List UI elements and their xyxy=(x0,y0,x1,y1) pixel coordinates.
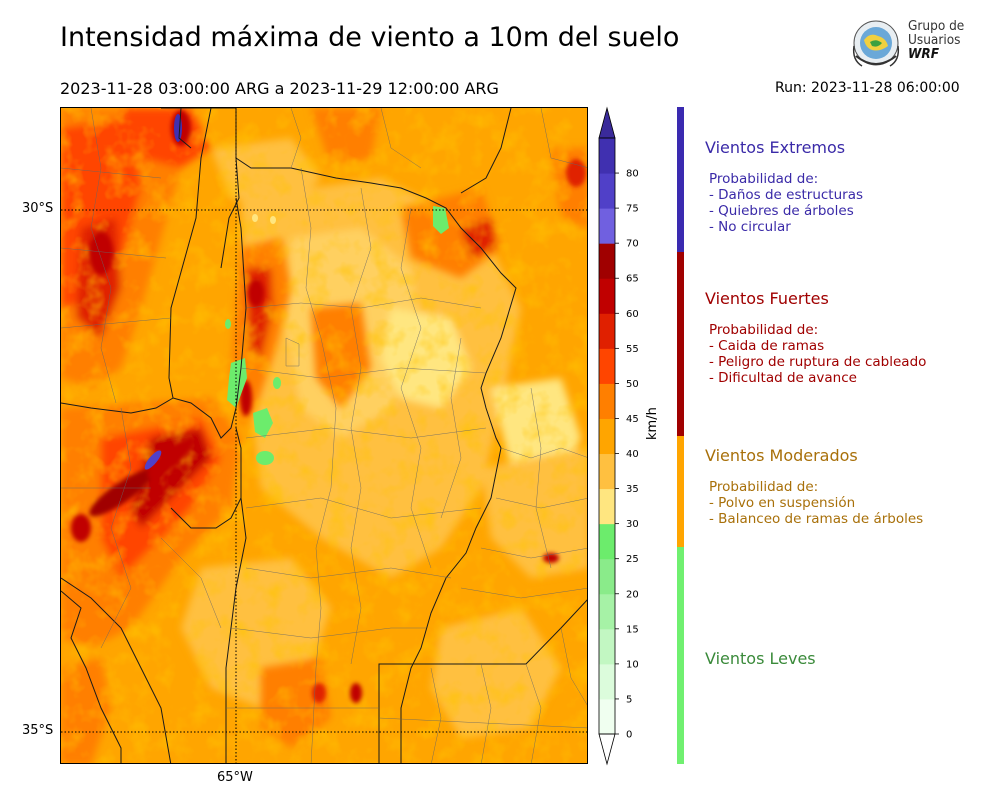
globe-logo-icon xyxy=(852,20,900,67)
colorbar-tick-label: 45 xyxy=(626,414,639,425)
category-light-title: Vientos Leves xyxy=(705,649,816,668)
page-title: Intensidad máxima de viento a 10m del su… xyxy=(60,22,680,53)
light-wind-patches xyxy=(225,206,449,465)
colorbar-segment xyxy=(599,488,615,525)
colorbar-segment xyxy=(599,208,615,244)
colorbar-segment xyxy=(599,593,615,630)
colorbar-unit: km/h xyxy=(645,407,660,440)
category-strong: Vientos Fuertes Probabilidad de: - Caida… xyxy=(705,289,926,386)
colorbar-tick-label: 55 xyxy=(626,344,639,355)
category-strong-desc: Probabilidad de: - Caida de ramas - Peli… xyxy=(705,322,926,386)
colorbar-segment xyxy=(599,243,615,279)
colorbar-segment xyxy=(599,313,615,349)
wind-map xyxy=(60,107,588,764)
colorbar-segment xyxy=(599,663,615,700)
category-moderate-item: - Polvo en suspensión xyxy=(709,495,856,511)
category-extreme-subtitle: Probabilidad de: xyxy=(709,171,819,187)
colorbar-segment xyxy=(599,278,615,314)
category-extreme-item: - No circular xyxy=(709,219,791,235)
colorbar-segment xyxy=(599,628,615,665)
logo-line1: Grupo de xyxy=(908,18,965,34)
colorbar-tick-label: 60 xyxy=(626,309,639,320)
colorbar-segment xyxy=(599,453,615,490)
colorbar-segment xyxy=(599,383,615,419)
colorbar-segment xyxy=(599,173,615,209)
strip-moderate xyxy=(677,436,684,547)
colorbar-tick-label: 65 xyxy=(626,274,639,285)
colorbar-segment xyxy=(599,523,615,560)
lat-label-30s: 30°S xyxy=(22,201,54,216)
wind-field-svg xyxy=(61,108,587,763)
category-moderate: Vientos Moderados Probabilidad de: - Pol… xyxy=(705,446,923,527)
colorbar-tick-label: 70 xyxy=(626,239,639,250)
colorbar-tick-label: 10 xyxy=(626,659,639,670)
colorbar-over-triangle xyxy=(598,106,616,139)
category-strong-item: - Peligro de ruptura de cableado xyxy=(709,354,927,370)
colorbar-tick-label: 75 xyxy=(626,204,639,215)
colorbar-tick-label: 15 xyxy=(626,624,639,635)
category-moderate-subtitle: Probabilidad de: xyxy=(709,479,819,495)
strip-extreme xyxy=(677,107,684,252)
category-moderate-item: - Balanceo de ramas de árboles xyxy=(709,511,924,527)
colorbar: 0 5 10 15 20 25 30 35 40 45 50 55 60 65 70 75 80 xyxy=(596,105,686,770)
category-moderate-desc: Probabilidad de: - Polvo en suspensión -… xyxy=(705,479,923,527)
lon-label-65w: 65°W xyxy=(217,770,253,785)
graticule xyxy=(61,108,587,763)
category-strong-subtitle: Probabilidad de: xyxy=(709,322,819,338)
province-borders xyxy=(61,108,587,763)
colorbar-outline xyxy=(598,137,616,735)
run-time: Run: 2023-11-28 06:00:00 xyxy=(775,80,960,96)
colorbar-tick-label: 5 xyxy=(626,694,632,705)
category-extreme-desc: Probabilidad de: - Daños de estructuras … xyxy=(705,171,863,235)
category-strong-title: Vientos Fuertes xyxy=(705,289,829,308)
category-strong-item: - Caida de ramas xyxy=(709,338,825,354)
colorbar-segment xyxy=(599,698,615,735)
colorbar-segment xyxy=(599,418,615,455)
logo-line2: Usuarios xyxy=(908,32,961,48)
colorbar-tick-label: 40 xyxy=(626,449,639,460)
category-extreme: Vientos Extremos Probabilidad de: - Daño… xyxy=(705,138,863,235)
logo-line3: WRF xyxy=(908,46,940,62)
colorbar-tick-label: 0 xyxy=(626,730,632,741)
colorbar-segment xyxy=(599,348,615,384)
colorbar-under-triangle xyxy=(598,733,616,766)
colorbar-svg: 0 5 10 15 20 25 30 35 40 45 50 55 60 65 70 75 80 xyxy=(598,106,639,766)
grupo-usuarios-wrf-logo: Grupo de Usuarios WRF xyxy=(848,16,973,74)
category-extreme-title: Vientos Extremos xyxy=(705,138,846,157)
lat-label-35s: 35°S xyxy=(22,723,54,738)
colorbar-segment xyxy=(599,558,615,595)
colorbar-segment xyxy=(599,138,615,174)
category-strong-item: - Dificultad de avance xyxy=(709,370,857,386)
strip-strong xyxy=(677,252,684,436)
category-light: Vientos Leves xyxy=(705,649,816,668)
category-moderate-title: Vientos Moderados xyxy=(705,446,858,465)
department-borders xyxy=(61,108,587,763)
colorbar-tick-label: 35 xyxy=(626,484,639,495)
colorbar-tick-label: 80 xyxy=(626,169,639,180)
category-extreme-item: - Daños de estructuras xyxy=(709,187,864,203)
colorbar-tick-label: 25 xyxy=(626,554,639,565)
colorbar-tick-label: 20 xyxy=(626,589,639,600)
category-strip xyxy=(677,107,684,764)
forecast-period: 2023-11-28 03:00:00 ARG a 2023-11-29 12:… xyxy=(60,79,499,98)
category-extreme-item: - Quiebres de árboles xyxy=(709,203,854,219)
colorbar-tick-label: 50 xyxy=(626,379,639,390)
colorbar-tick-label: 30 xyxy=(626,519,639,530)
strip-light xyxy=(677,547,684,764)
